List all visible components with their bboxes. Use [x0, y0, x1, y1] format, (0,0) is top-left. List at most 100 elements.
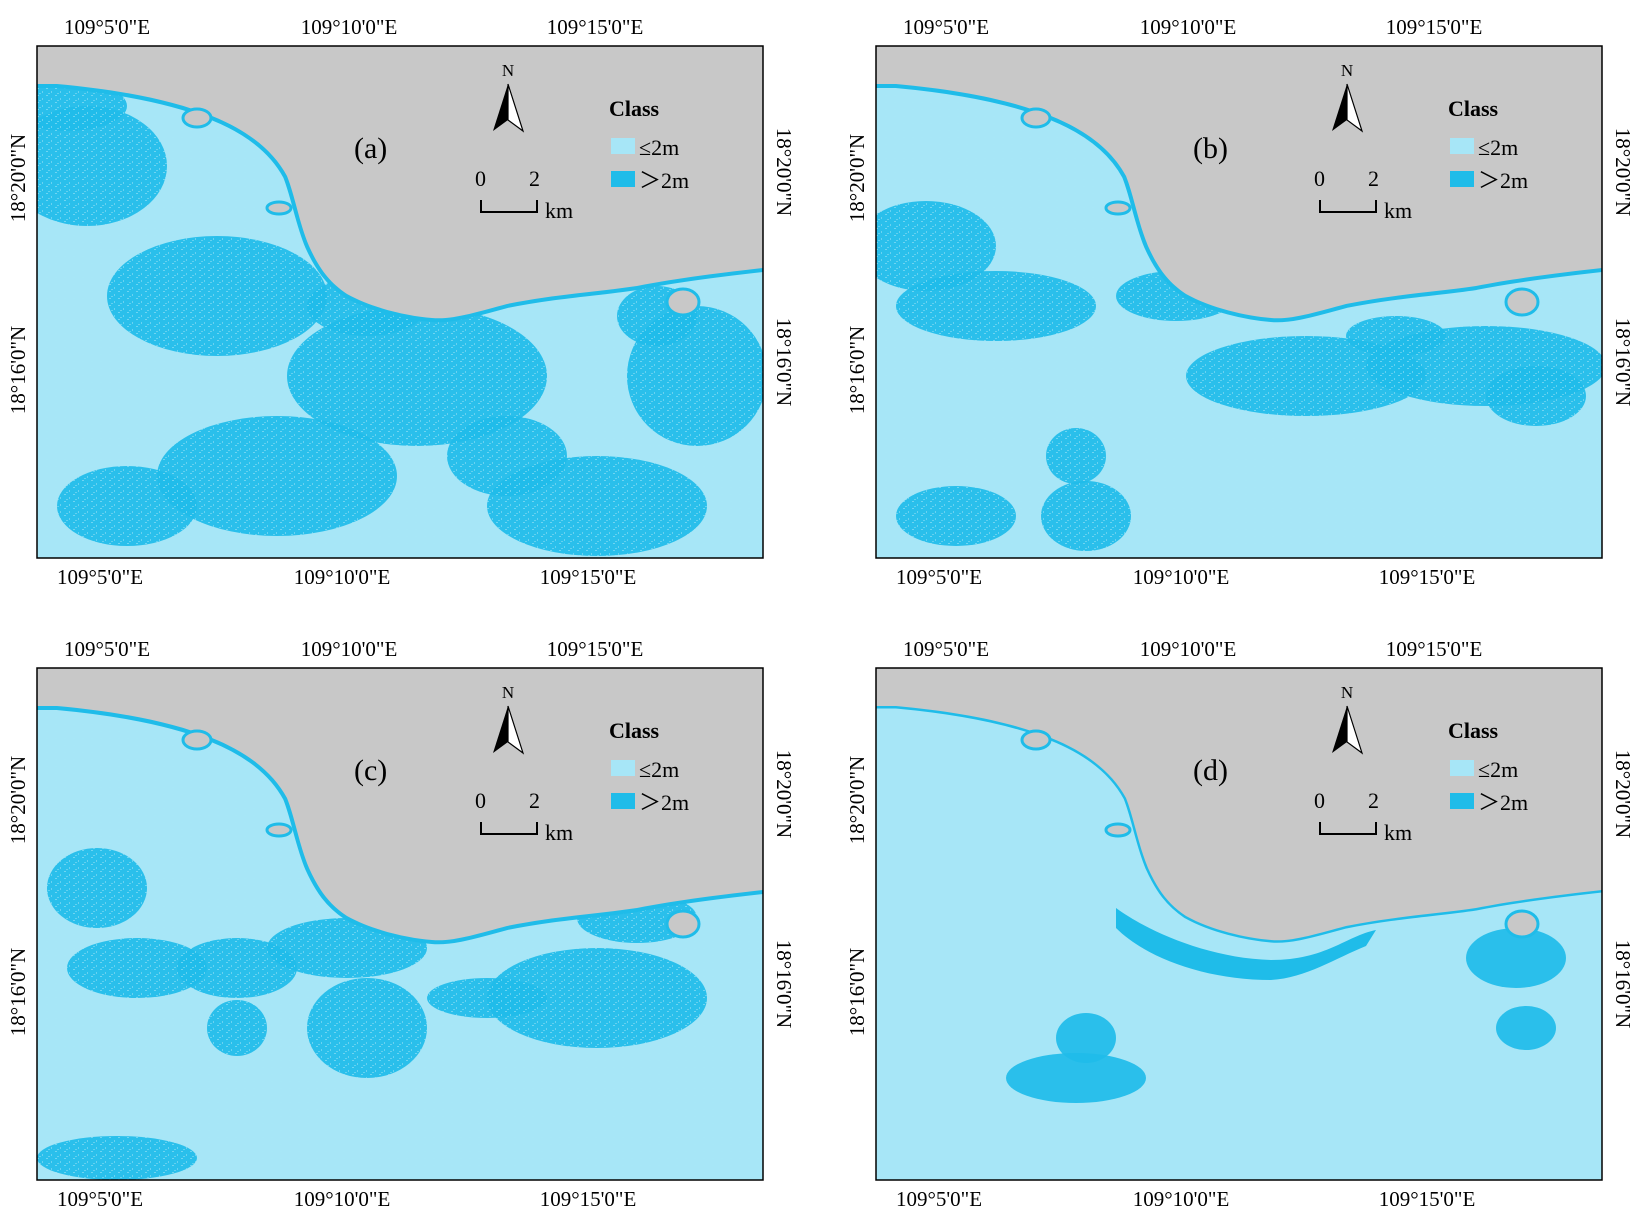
legend-item-label: ≤2m	[1478, 757, 1518, 782]
scale-bar-start: 0	[475, 166, 486, 191]
map-frame	[875, 45, 1603, 559]
legend-swatch	[611, 793, 635, 809]
legend-swatch	[1450, 171, 1474, 187]
legend-title: Class	[609, 718, 660, 743]
right-axis-tick-label: 18°20'0"N	[772, 128, 796, 216]
bottom-axis-tick-label: 109°15'0"E	[540, 1187, 637, 1211]
top-axis-tick-label: 109°5'0"E	[903, 637, 989, 661]
map-frame	[36, 45, 764, 559]
north-arrow-right-half	[1346, 83, 1364, 133]
legend-swatch	[611, 760, 635, 776]
bottom-axis-tick-label: 109°15'0"E	[540, 565, 637, 589]
deep-water-patch	[1466, 928, 1566, 988]
scale-bar-end: 2	[529, 166, 540, 191]
legend-item-label: ＞2m	[639, 168, 689, 193]
map-area	[37, 668, 763, 1180]
top-axis-tick-label: 109°10'0"E	[301, 15, 398, 39]
legend-item-label: ≤2m	[639, 135, 679, 160]
bottom-axis-tick-label: 109°5'0"E	[896, 565, 982, 589]
left-axis-tick-label: 18°16'0"N	[845, 948, 869, 1036]
scale-bar-unit: km	[545, 198, 573, 223]
bottom-axis-tick-label: 109°10'0"E	[1133, 565, 1230, 589]
scale-bar-line	[1319, 200, 1377, 213]
top-axis-tick-label: 109°5'0"E	[64, 637, 150, 661]
map-panel-a: (a) N 0 2km Class ≤2m ＞2m 109°5'0"E 109°10'0"E 10…	[6, 15, 796, 589]
north-arrow-icon: N	[493, 61, 525, 133]
north-arrow-icon: N	[1332, 61, 1364, 133]
bottom-axis-tick-label: 109°5'0"E	[57, 1187, 143, 1211]
lagoon	[265, 200, 293, 216]
bottom-axis-tick-label: 109°5'0"E	[896, 1187, 982, 1211]
deep-water-patch	[1116, 908, 1376, 980]
scale-bar-line	[1319, 822, 1377, 835]
scale-bar-start: 0	[475, 788, 486, 813]
legend: Class ≤2m ＞2m	[609, 96, 689, 193]
lagoon	[665, 287, 701, 317]
panel-label: (a)	[354, 132, 387, 165]
left-axis-tick-label: 18°16'0"N	[6, 948, 30, 1036]
bottom-axis-tick-label: 109°5'0"E	[57, 565, 143, 589]
deep-water-patch	[1496, 1006, 1556, 1050]
land-area	[876, 668, 1602, 941]
scale-bar-line	[480, 822, 538, 835]
north-arrow-right-half	[507, 83, 525, 133]
right-axis-tick-label: 18°20'0"N	[772, 750, 796, 838]
north-arrow-icon: N	[1332, 683, 1364, 755]
top-axis-tick-label: 109°10'0"E	[301, 637, 398, 661]
map-panel-b: (b) N 0 2km Class ≤2m ＞2m 109°5'0"E 109°10'0"E 10…	[845, 15, 1635, 589]
left-axis-tick-label: 18°20'0"N	[6, 756, 30, 844]
scale-bar-end: 2	[529, 788, 540, 813]
lagoon	[1104, 200, 1132, 216]
bottom-axis-tick-label: 109°10'0"E	[294, 1187, 391, 1211]
map-frame	[875, 667, 1603, 1181]
north-arrow-left-half	[493, 84, 508, 131]
deep-water-patch	[1006, 1053, 1146, 1103]
map-frame	[36, 667, 764, 1181]
panel-label: (d)	[1193, 754, 1228, 787]
top-axis-tick-label: 109°5'0"E	[903, 15, 989, 39]
legend-swatch	[611, 171, 635, 187]
top-axis-tick-label: 109°10'0"E	[1140, 15, 1237, 39]
bottom-axis-tick-label: 109°15'0"E	[1379, 1187, 1476, 1211]
left-axis-tick-label: 18°16'0"N	[6, 326, 30, 414]
left-axis-tick-label: 18°20'0"N	[6, 134, 30, 222]
top-axis-tick-label: 109°15'0"E	[547, 637, 644, 661]
top-axis-tick-label: 109°15'0"E	[1386, 15, 1483, 39]
north-arrow-right-half	[507, 705, 525, 755]
scale-bar: 0 2km	[475, 788, 573, 845]
deep-water-areas	[1006, 908, 1566, 1103]
legend-item-label: ≤2m	[639, 757, 679, 782]
north-arrow-left-half	[493, 706, 508, 753]
scale-bar: 0 2km	[1314, 788, 1412, 845]
lagoon	[1504, 909, 1540, 939]
north-arrow-left-half	[1332, 84, 1347, 131]
legend-swatch	[1450, 760, 1474, 776]
right-axis-tick-label: 18°16'0"N	[772, 940, 796, 1028]
legend: Class ≤2m ＞2m	[1448, 96, 1528, 193]
north-arrow-right-half	[1346, 705, 1364, 755]
legend-title: Class	[1448, 96, 1499, 121]
lagoon	[265, 822, 293, 838]
left-axis-tick-label: 18°16'0"N	[845, 326, 869, 414]
lagoon	[1104, 822, 1132, 838]
top-axis-tick-label: 109°5'0"E	[64, 15, 150, 39]
legend-swatch	[1450, 138, 1474, 154]
map-area	[37, 46, 763, 558]
north-arrow-icon: N	[493, 683, 525, 755]
legend-title: Class	[609, 96, 660, 121]
legend-title: Class	[1448, 718, 1499, 743]
panel-label: (c)	[354, 754, 387, 787]
map-area	[876, 668, 1602, 1180]
north-arrow-left-half	[1332, 706, 1347, 753]
map-panel-c: (c) N 0 2km Class ≤2m ＞2m 109°5'0"E 109°10'0"E 10…	[6, 637, 796, 1211]
scale-bar-unit: km	[1384, 198, 1412, 223]
bottom-axis-tick-label: 109°10'0"E	[294, 565, 391, 589]
left-axis-tick-label: 18°20'0"N	[845, 756, 869, 844]
land-area	[37, 46, 763, 319]
left-axis-tick-label: 18°20'0"N	[845, 134, 869, 222]
north-arrow-label: N	[502, 61, 514, 80]
lagoon	[1020, 107, 1052, 129]
legend-item-label: ＞2m	[1478, 790, 1528, 815]
right-axis-tick-label: 18°16'0"N	[1611, 318, 1635, 406]
